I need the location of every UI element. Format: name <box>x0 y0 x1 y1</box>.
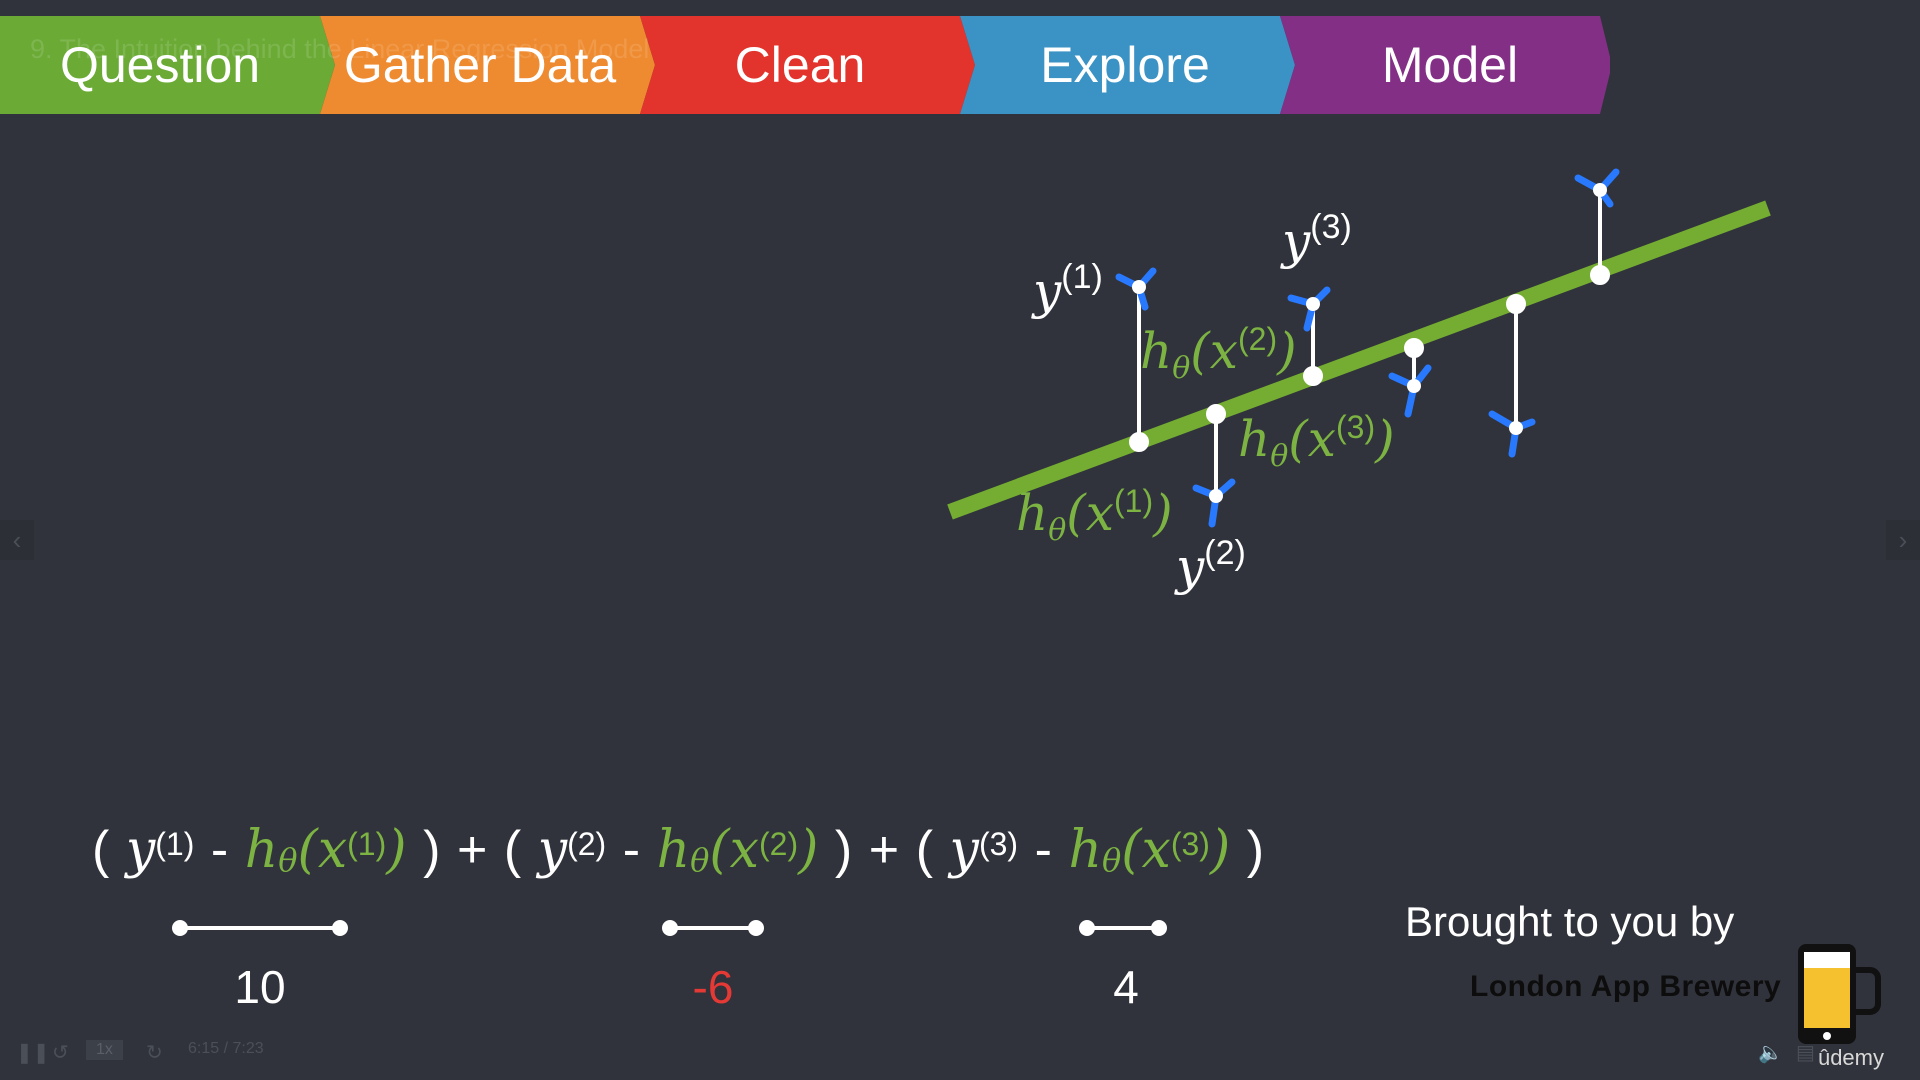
formula-h2-sub: θ <box>690 841 710 879</box>
playback-speed-button[interactable]: 1x <box>86 1040 123 1060</box>
formula-h2: hθ(x(2)) <box>657 812 819 888</box>
udemy-logo: ûdemy <box>1817 1045 1884 1070</box>
residual-bar-1 <box>172 920 348 936</box>
formula-h3-sub: θ <box>1101 841 1122 879</box>
label-h-x3: hθ(x(3)) <box>1238 409 1395 474</box>
label-y2: y(2) <box>1174 534 1246 596</box>
formula-minus-3: - <box>1034 821 1052 879</box>
label-h-x2: hθ(x(2)) <box>1140 321 1297 386</box>
formula-close-paren-1: ) <box>423 821 441 879</box>
formula-h1-sub: θ <box>278 841 298 879</box>
formula-h1-x: x <box>317 820 348 880</box>
next-lecture-button[interactable]: › <box>1886 520 1920 560</box>
formula-h2-base: h <box>656 820 691 880</box>
observed-point-6 <box>1593 183 1607 197</box>
formula-h3-x-sup: (3) <box>1170 826 1210 862</box>
captions-icon[interactable]: ▤ <box>1796 1042 1815 1064</box>
formula-close-paren-2: ) <box>834 821 853 879</box>
formula-h1: hθ(x(1)) <box>245 812 407 888</box>
stage-gather-data-shape <box>320 16 655 114</box>
stage-question-label: Question <box>59 37 261 93</box>
video-player-controls: ❚❚ ↺ 1x ↻ 6:15 / 7:23 🔈 ▤ ûdemy <box>0 1018 1920 1080</box>
stage-explore-label: Explore <box>1040 37 1210 93</box>
stage-question-shape <box>0 16 335 114</box>
sum-of-residuals-formula: ( y(1) - hθ(x(1)) ) + ( y(2) - hθ(x(2)) … <box>92 812 1264 888</box>
forward-icon[interactable]: ↻ <box>146 1042 163 1064</box>
stage-model-shape <box>1280 16 1610 114</box>
formula-h3: hθ(x(3)) <box>1068 812 1230 888</box>
timecode: 6:15 / 7:23 <box>188 1040 264 1057</box>
prediction-point-5 <box>1506 294 1526 314</box>
rewind-icon[interactable]: ↺ <box>52 1042 69 1064</box>
label-h-x1: hθ(x(1)) <box>1016 483 1173 548</box>
formula-h2-x-sup: (2) <box>758 826 799 862</box>
prediction-point-3 <box>1303 366 1323 386</box>
label-y1: y(1) <box>1031 258 1103 320</box>
formula-plus-1: + <box>456 821 488 879</box>
formula-minus-2: - <box>622 821 641 879</box>
formula-y3: y(3) <box>950 812 1019 888</box>
residual-bar-3 <box>1079 920 1167 936</box>
residual-value-1: 10 <box>234 961 286 1013</box>
prediction-point-6 <box>1590 265 1610 285</box>
formula-h1-x-sup: (1) <box>347 826 387 862</box>
formula-minus-1: - <box>210 821 229 879</box>
volume-icon[interactable]: 🔈 <box>1758 1042 1783 1064</box>
formula-y2: y(2) <box>538 812 607 888</box>
formula-y1: y(1) <box>126 812 195 888</box>
regression-line <box>947 200 1771 520</box>
prediction-point-2 <box>1206 404 1226 424</box>
observed-point-1 <box>1132 280 1146 294</box>
formula-h1-base: h <box>244 820 279 880</box>
stage-model-label: Model <box>1381 37 1519 93</box>
formula-h2-x: x <box>729 820 759 880</box>
formula-open-paren-1: ( <box>92 821 110 879</box>
observed-points <box>1132 183 1607 503</box>
formula-y1-sup: (1) <box>155 826 195 862</box>
brand-name: London App Brewery <box>1470 970 1782 1003</box>
stage-gather-data-label: Gather Data <box>343 37 617 93</box>
beer-phone-logo-icon <box>1798 944 1881 1044</box>
formula-plus-2: + <box>868 821 900 879</box>
stage-explore-shape <box>960 16 1295 114</box>
residual-value-3: 4 <box>1113 961 1139 1013</box>
formula-open-paren-3: ( <box>915 821 934 879</box>
formula-open-paren-2: ( <box>503 821 522 879</box>
observed-point-3 <box>1306 297 1320 311</box>
formula-y2-sup: (2) <box>567 826 607 862</box>
formula-y3-sup: (3) <box>978 826 1019 862</box>
data-point-marker-5 <box>1488 410 1536 458</box>
label-y3: y(3) <box>1280 208 1352 270</box>
formula-y1-base: y <box>125 820 156 880</box>
lecture-title-overlay: 9. The Intuition behind the Linear Regre… <box>30 34 650 64</box>
previous-lecture-button[interactable]: ‹ <box>0 520 34 560</box>
stage-clean-shape <box>640 16 975 114</box>
formula-h3-x: x <box>1141 820 1171 880</box>
prediction-point-1 <box>1129 432 1149 452</box>
observed-point-4 <box>1407 379 1421 393</box>
brand-caption: Brought to you by <box>1405 898 1735 945</box>
formula-y2-base: y <box>537 820 568 880</box>
pipeline-chevrons <box>0 16 1610 114</box>
formula-h3-base: h <box>1068 820 1102 880</box>
pipeline-banner: Question Gather Data Clean Explore Model <box>0 16 1610 114</box>
observed-point-5 <box>1509 421 1523 435</box>
residual-bar-2 <box>662 920 764 936</box>
formula-close-paren-3: ) <box>1246 821 1265 879</box>
stage-clean-label: Clean <box>734 37 866 93</box>
formula-y3-base: y <box>949 820 979 880</box>
observed-point-2 <box>1209 489 1223 503</box>
prediction-point-4 <box>1404 338 1424 358</box>
pause-icon[interactable]: ❚❚ <box>16 1042 50 1064</box>
residual-value-2: -6 <box>692 961 734 1013</box>
